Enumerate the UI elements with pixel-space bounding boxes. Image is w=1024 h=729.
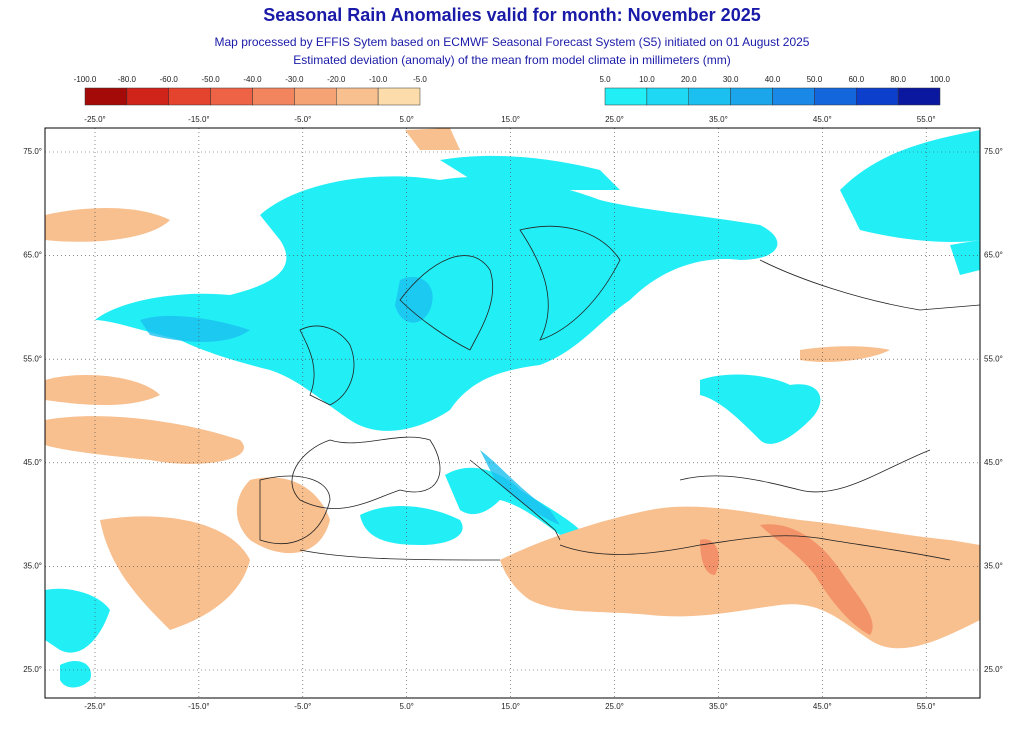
legend-swatch xyxy=(814,87,857,106)
dry-anomaly-strong xyxy=(700,524,873,635)
legend-label: 20.0 xyxy=(681,75,697,84)
legend-label: 40.0 xyxy=(765,75,781,84)
legend-label: 30.0 xyxy=(723,75,739,84)
legend-swatch xyxy=(772,87,815,106)
lat-label: 55.0° xyxy=(984,354,1003,363)
lon-label: 35.0° xyxy=(709,702,728,711)
lat-label: 45.0° xyxy=(23,458,42,467)
legend-swatch xyxy=(84,87,128,106)
legend-swatch xyxy=(730,87,773,106)
legend-swatch xyxy=(294,87,337,106)
legend-label: -50.0 xyxy=(202,75,221,84)
lon-label: 55.0° xyxy=(917,702,936,711)
lon-label: 15.0° xyxy=(501,115,520,124)
legend-swatch xyxy=(377,87,421,106)
lon-label: 45.0° xyxy=(813,702,832,711)
lat-label: 65.0° xyxy=(23,251,42,260)
legend-label: 10.0 xyxy=(639,75,655,84)
lon-label: -5.0° xyxy=(294,115,311,124)
lat-label: 25.0° xyxy=(984,665,1003,674)
lat-label: 35.0° xyxy=(23,562,42,571)
legend-label: 50.0 xyxy=(807,75,823,84)
lat-label: 75.0° xyxy=(984,147,1003,156)
lon-label: -15.0° xyxy=(188,702,209,711)
legend-label: 100.0 xyxy=(930,75,951,84)
lon-label: 5.0° xyxy=(400,115,414,124)
legend-label: -60.0 xyxy=(160,75,179,84)
legend-label: -10.0 xyxy=(369,75,388,84)
graticule xyxy=(45,128,980,698)
legend-label: 80.0 xyxy=(890,75,906,84)
legend-label: -5.0 xyxy=(413,75,427,84)
title: Seasonal Rain Anomalies valid for month:… xyxy=(263,5,760,25)
map-frame xyxy=(44,127,981,699)
legend-label: -80.0 xyxy=(118,75,137,84)
lon-label: -15.0° xyxy=(188,115,209,124)
wet-anomaly-strong xyxy=(140,276,560,525)
legend-swatch xyxy=(688,87,731,106)
lat-label: 45.0° xyxy=(984,458,1003,467)
subtitle: Estimated deviation (anomaly) of the mea… xyxy=(293,53,730,67)
lon-label: 45.0° xyxy=(813,115,832,124)
lon-label: 55.0° xyxy=(917,115,936,124)
lon-label: 25.0° xyxy=(605,702,624,711)
legend-label: 5.0 xyxy=(599,75,611,84)
lon-label: 15.0° xyxy=(501,702,520,711)
lon-label: 25.0° xyxy=(605,115,624,124)
legend-swatch xyxy=(126,87,169,106)
lon-label: -5.0° xyxy=(294,702,311,711)
legend: -100.0 -80.0 -60.0 -50.0 -40.0 -30.0 -20.0 -10.… xyxy=(74,75,951,106)
lat-label: 65.0° xyxy=(984,251,1003,260)
legend-swatch xyxy=(168,87,211,106)
legend-swatch xyxy=(210,87,253,106)
legend-label: -30.0 xyxy=(285,75,304,84)
legend-label: -100.0 xyxy=(74,75,97,84)
lon-label: 35.0° xyxy=(709,115,728,124)
legend-label: 60.0 xyxy=(848,75,864,84)
lon-label: -25.0° xyxy=(84,115,105,124)
legend-swatch xyxy=(856,87,899,106)
map-area xyxy=(45,128,980,698)
legend-swatch xyxy=(604,87,648,106)
legend-swatch xyxy=(646,87,689,106)
lat-label: 35.0° xyxy=(984,562,1003,571)
legend-label: -20.0 xyxy=(327,75,346,84)
lat-label: 25.0° xyxy=(23,665,42,674)
coastline xyxy=(259,225,980,561)
lon-label: -25.0° xyxy=(84,702,105,711)
lat-label: 55.0° xyxy=(23,354,42,363)
legend-label: -40.0 xyxy=(243,75,262,84)
lon-label: 5.0° xyxy=(400,702,414,711)
legend-swatch xyxy=(252,87,295,106)
wet-anomaly xyxy=(45,130,980,688)
legend-swatch xyxy=(897,87,941,106)
subtitle: Map processed by EFFIS Sytem based on EC… xyxy=(215,35,810,49)
lat-label: 75.0° xyxy=(23,147,42,156)
legend-swatch xyxy=(336,87,379,106)
